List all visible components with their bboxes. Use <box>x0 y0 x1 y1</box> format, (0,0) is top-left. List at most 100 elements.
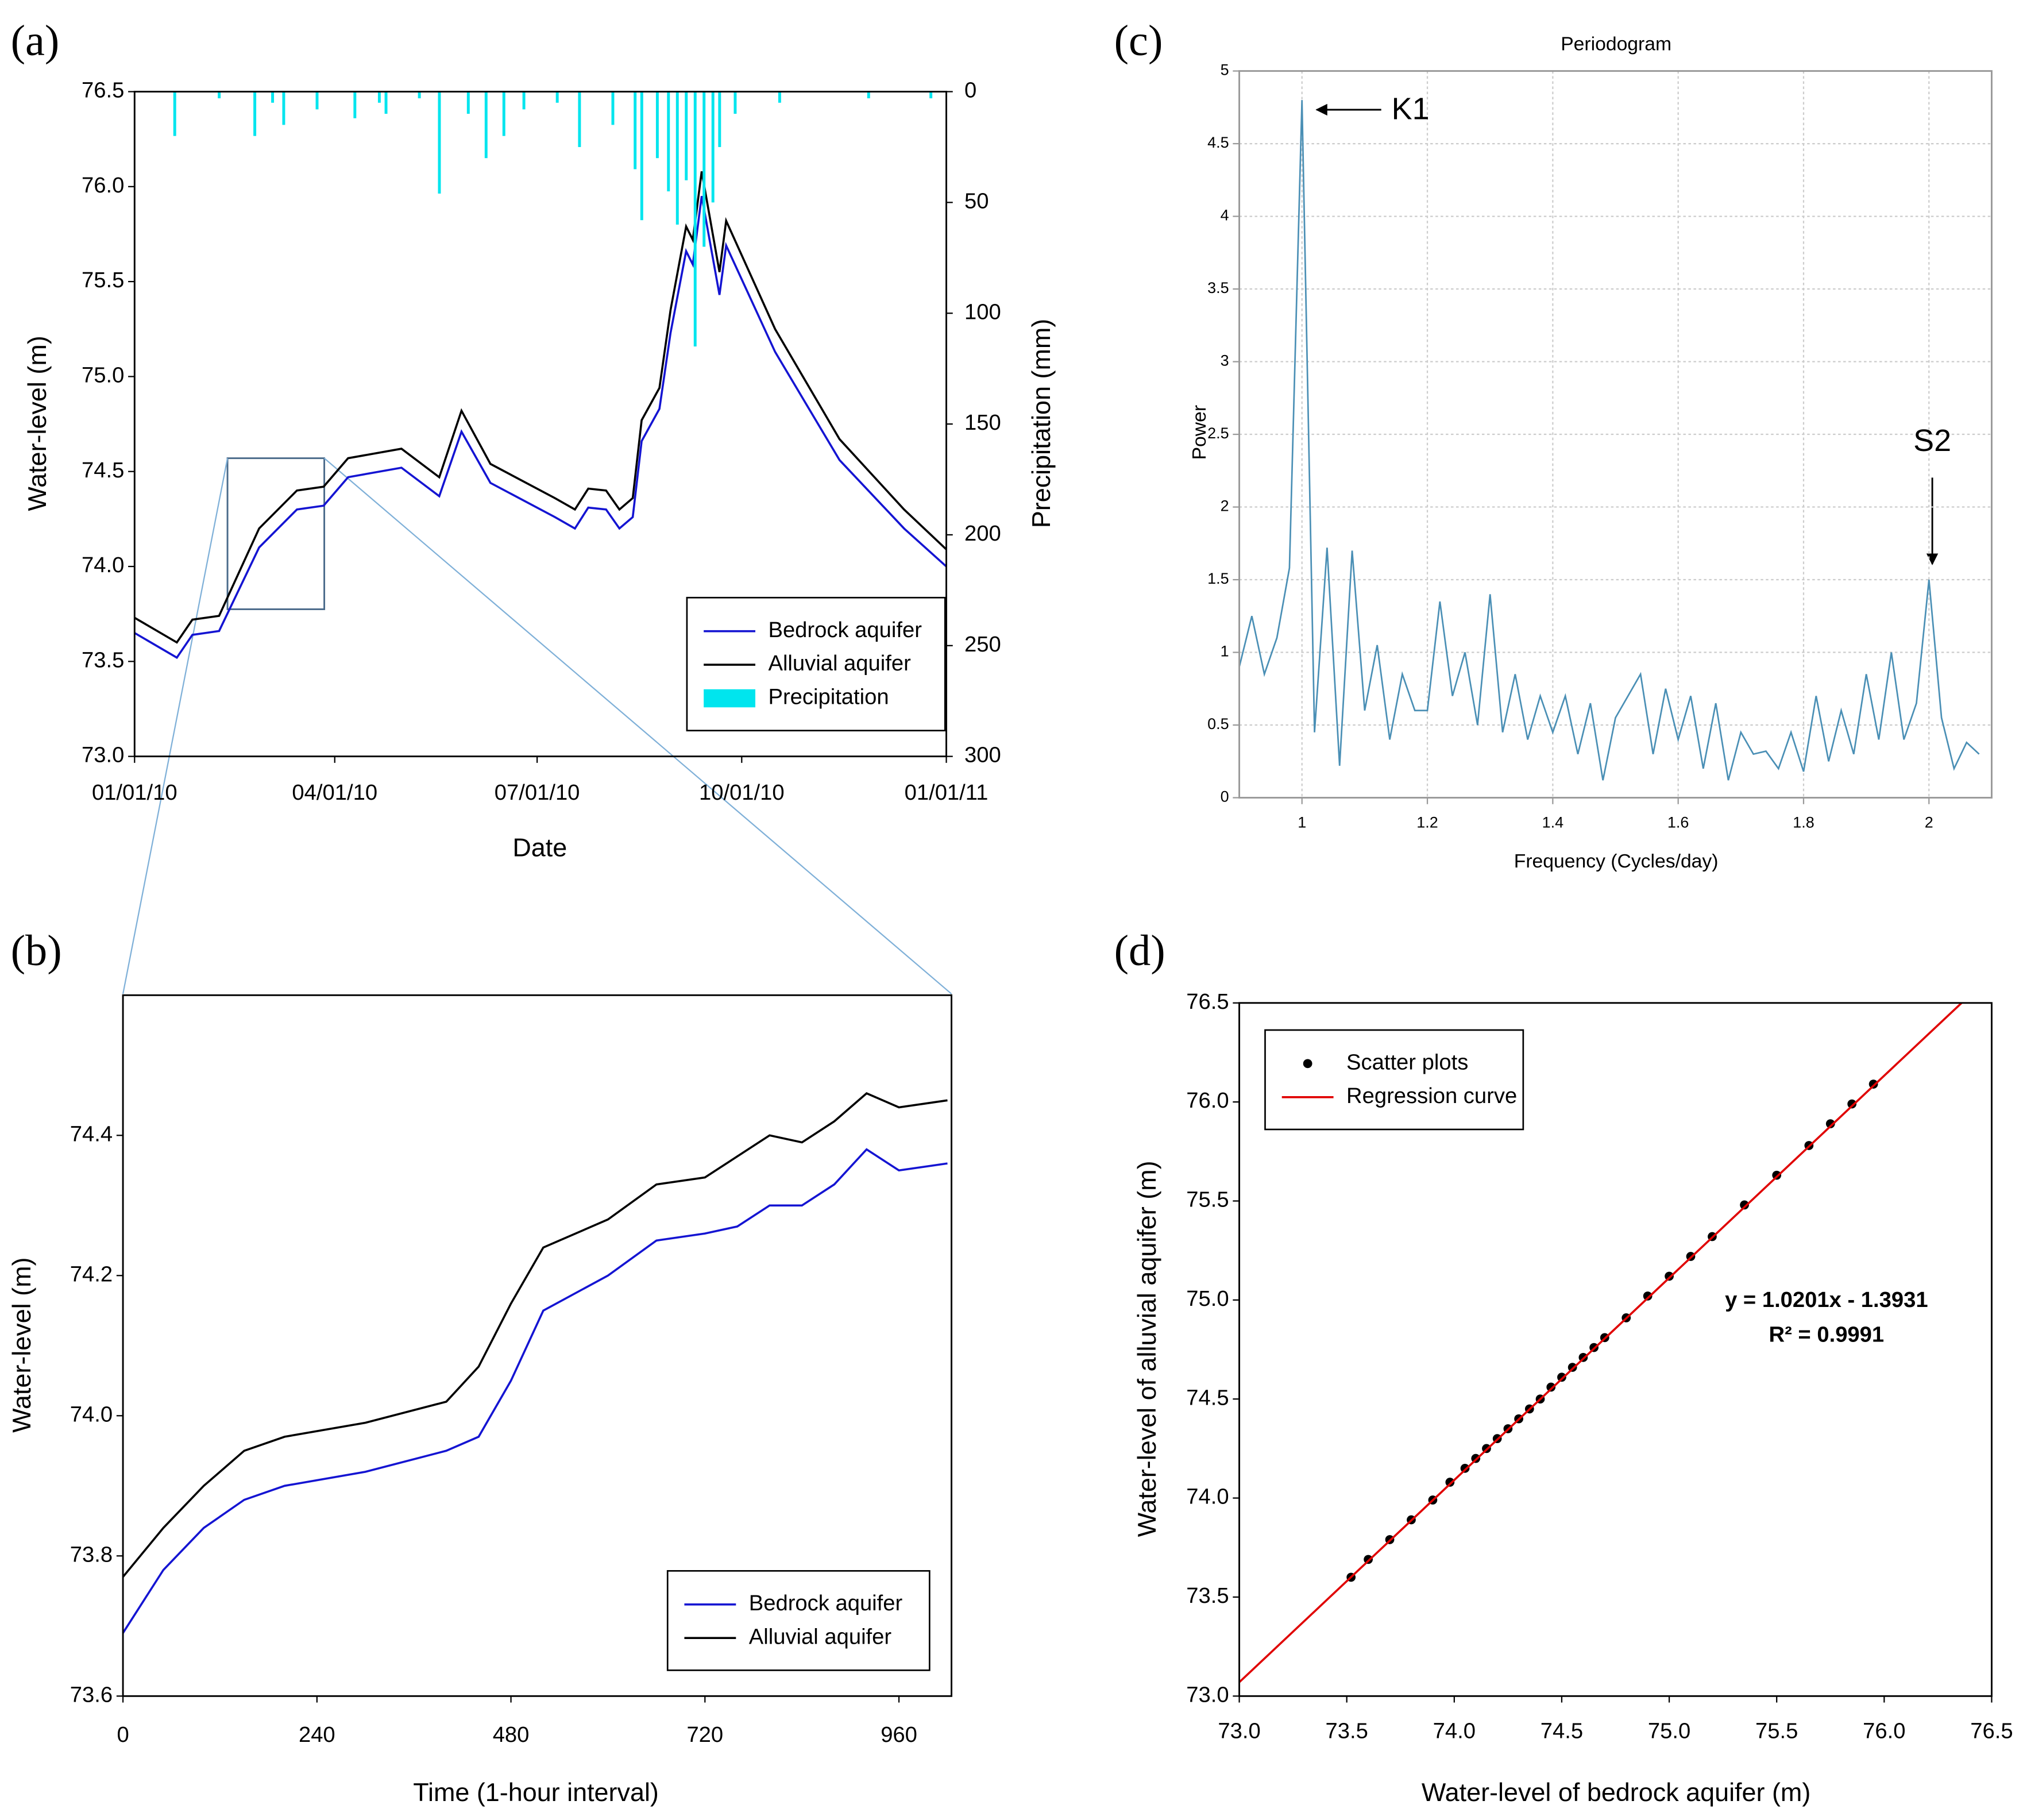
y-tick-label: 76.0 <box>82 173 124 198</box>
y-tick-label: 1.5 <box>1207 570 1229 587</box>
x-tick-label: 240 <box>299 1722 335 1747</box>
legend-label: Alluvial aquifer <box>749 1624 892 1649</box>
y-tick-label: 74.5 <box>82 458 124 483</box>
scatter-point <box>1445 1478 1455 1487</box>
y-tick-label: 75.0 <box>1186 1286 1229 1311</box>
panel-label: (b) <box>11 926 62 975</box>
y-axis-label: Water-level of alluvial aquifer (m) <box>1132 1160 1161 1537</box>
precip-bar <box>271 91 275 103</box>
annotation: S2 <box>1913 423 1951 458</box>
plot-frame <box>122 994 952 1697</box>
line <box>134 171 947 644</box>
y-tick-label: 75.0 <box>82 363 124 388</box>
zoom-connector <box>323 457 952 994</box>
y2-tick-label: 50 <box>964 188 989 213</box>
scatter-point <box>1740 1200 1749 1210</box>
scatter-point <box>1643 1291 1653 1301</box>
x-tick-label: 75.0 <box>1648 1718 1690 1743</box>
zoom-box <box>226 457 326 610</box>
y2-tick-label: 0 <box>964 78 976 103</box>
x-tick-label: 0 <box>117 1722 129 1747</box>
x-axis-label: Frequency (Cycles/day) <box>1514 850 1719 872</box>
x-tick-label: 1.6 <box>1667 814 1689 831</box>
precip-bar <box>578 91 581 147</box>
y-tick-label: 75.5 <box>1186 1187 1229 1212</box>
scatter-point <box>1868 1079 1878 1089</box>
y-tick-label: 75.5 <box>82 268 124 292</box>
precip-bar <box>384 91 388 114</box>
x-tick-label: 720 <box>686 1722 723 1747</box>
precip-bar <box>218 91 221 99</box>
precip-bar <box>502 91 505 136</box>
y-tick-label: 3.5 <box>1207 279 1229 296</box>
precip-bar <box>173 91 176 136</box>
annotation: y = 1.0201x - 1.3931 <box>1725 1287 1928 1312</box>
y-tick-label: 74.2 <box>70 1262 113 1286</box>
y-tick-label: 76.5 <box>82 78 124 103</box>
precip-bar <box>377 91 381 103</box>
y-tick-label: 74.0 <box>82 553 124 577</box>
y-tick-label: 4 <box>1221 207 1229 224</box>
x-tick-label: 1 <box>1298 814 1306 831</box>
scatter-point <box>1546 1382 1556 1392</box>
y-tick-label: 74.0 <box>70 1402 113 1426</box>
y-tick-label: 73.5 <box>1186 1583 1229 1608</box>
precip-bar <box>315 91 319 110</box>
x-tick-label: 75.5 <box>1755 1718 1798 1743</box>
precip-bar <box>640 91 643 221</box>
x-tick-label: 74.0 <box>1433 1718 1476 1743</box>
y-tick-label: 73.6 <box>70 1682 113 1707</box>
legend-swatch <box>1303 1059 1312 1069</box>
scatter-point <box>1772 1170 1782 1180</box>
scatter-point <box>1665 1271 1674 1281</box>
legend-label: Scatter plots <box>1346 1050 1468 1074</box>
y-tick-label: 73.5 <box>82 647 124 672</box>
precip-bar <box>611 91 615 125</box>
precip-bar <box>555 91 559 103</box>
precip-bar <box>867 91 870 99</box>
x-tick-label: 74.5 <box>1541 1718 1583 1743</box>
scatter-point <box>1460 1464 1470 1473</box>
y-tick-label: 73.0 <box>1186 1682 1229 1707</box>
x-tick-label: 76.5 <box>1970 1718 2013 1743</box>
x-axis-label: Time (1-hour interval) <box>413 1777 659 1807</box>
legend-label: Bedrock aquifer <box>749 1591 903 1615</box>
line <box>122 1092 948 1578</box>
precip-bar <box>733 91 737 114</box>
plot-frame <box>133 91 947 758</box>
legend-label: Precipitation <box>768 685 889 710</box>
x-tick-label: 73.5 <box>1326 1718 1368 1743</box>
y-tick-label: 0.5 <box>1207 715 1229 732</box>
x-tick-label: 960 <box>881 1722 917 1747</box>
y2-tick-label: 200 <box>964 521 1001 546</box>
legend-label: Regression curve <box>1346 1083 1517 1108</box>
precip-bar <box>418 91 421 99</box>
plot-frame <box>1238 70 1993 799</box>
zoom-connector <box>122 458 229 994</box>
y2-axis-label: Precipitation (mm) <box>1026 319 1056 528</box>
precip-bar <box>702 91 706 247</box>
precip-bar <box>253 91 257 136</box>
x-tick-label: 10/01/10 <box>699 780 785 805</box>
y-tick-label: 4.5 <box>1207 134 1229 151</box>
x-tick-label: 73.0 <box>1218 1718 1260 1743</box>
y-axis-label: Water-level (m) <box>22 336 52 511</box>
precip-bar <box>353 91 357 118</box>
x-tick-label: 07/01/10 <box>495 780 580 805</box>
scatter-point <box>1557 1372 1566 1382</box>
y2-tick-label: 300 <box>964 743 1001 768</box>
y2-tick-label: 150 <box>964 410 1001 435</box>
precip-bar <box>929 91 933 99</box>
annotation: K1 <box>1392 91 1430 126</box>
chart-title: Periodogram <box>1561 33 1671 55</box>
precip-bar <box>693 91 697 347</box>
y-tick-label: 5 <box>1221 61 1229 79</box>
precip-bar <box>685 91 688 180</box>
y2-tick-label: 250 <box>964 632 1001 657</box>
scatter-point <box>1825 1119 1835 1128</box>
precip-bar <box>778 91 781 103</box>
line <box>134 196 947 660</box>
y-tick-label: 3 <box>1221 352 1229 369</box>
y-tick-label: 1 <box>1221 643 1229 660</box>
